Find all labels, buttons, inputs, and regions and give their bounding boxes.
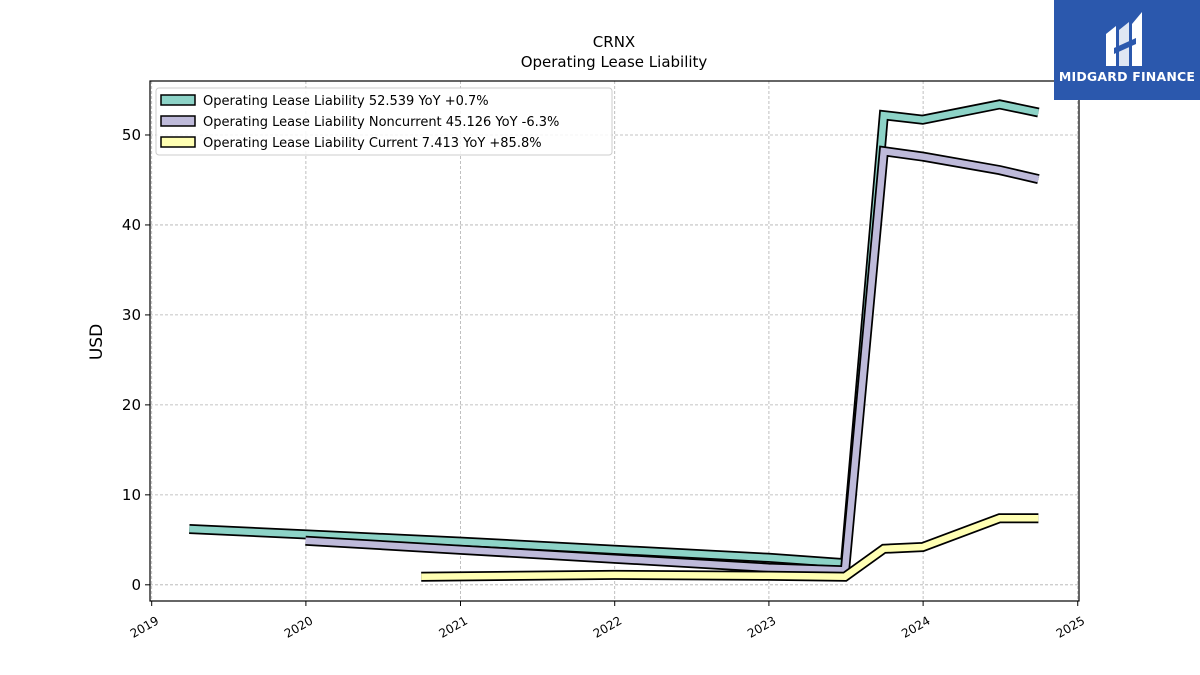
y-tick-label: 20 [122, 396, 141, 414]
series-outline [305, 145, 1040, 576]
chart-subtitle: Operating Lease Liability [521, 53, 708, 71]
x-tick-label: 2021 [437, 613, 470, 640]
series-outline [189, 99, 1040, 569]
grid [150, 81, 1079, 601]
legend-label: Operating Lease Liability Current 7.413 … [203, 136, 542, 151]
brand-mark-icon [1106, 12, 1142, 66]
series-line [305, 147, 1040, 574]
x-tick-label: 2024 [899, 613, 932, 640]
x-tick-label: 2019 [128, 613, 161, 640]
x-tick-label: 2020 [282, 613, 315, 640]
brand-name: MIDGARD FINANCE [1058, 69, 1196, 84]
series-group [189, 99, 1040, 582]
legend-label: Operating Lease Liability 52.539 YoY +0.… [203, 94, 489, 109]
legend-swatch [160, 136, 196, 148]
legend-swatch [160, 115, 196, 127]
y-tick-label: 0 [131, 576, 141, 594]
y-tick-label: 50 [122, 126, 141, 144]
y-tick-label: 40 [122, 216, 141, 234]
y-tick-label: 30 [122, 306, 141, 324]
x-tick-label: 2023 [745, 613, 778, 640]
legend-label: Operating Lease Liability Noncurrent 45.… [203, 115, 559, 130]
y-tick-label: 10 [122, 486, 141, 504]
legend: Operating Lease Liability 52.539 YoY +0.… [155, 87, 613, 156]
x-tick-label: 2025 [1054, 613, 1087, 640]
series-line [189, 101, 1040, 567]
chart-title: CRNX [593, 33, 635, 51]
y-axis-label: USD [87, 324, 107, 360]
series-line [421, 514, 1039, 580]
legend-swatch [160, 94, 196, 106]
axis-ticks: 0 10 20 30 40 50 2019 2020 2021 2022 2023 2024 2025 [122, 126, 1087, 641]
legend-box [155, 87, 613, 156]
x-tick-label: 2022 [591, 613, 624, 640]
brand-logo: MIDGARD FINANCE [1054, 0, 1200, 100]
